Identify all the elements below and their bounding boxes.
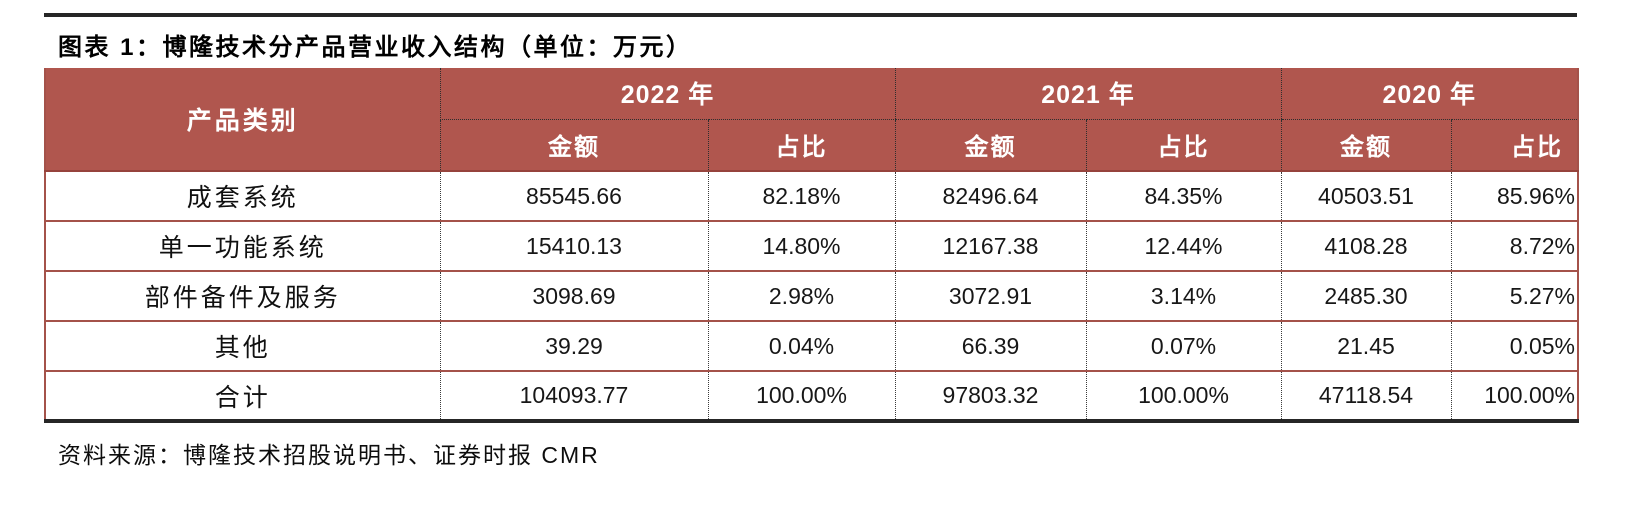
table-body: 成套系统 85545.66 82.18% 82496.64 84.35% 405… xyxy=(45,171,1578,421)
share-2022-cell: 100.00% xyxy=(707,370,895,421)
share-2021-cell: 100.00% xyxy=(1085,370,1281,421)
share-2020-cell: 8.72% xyxy=(1450,220,1578,271)
share-2020-cell: 0.05% xyxy=(1450,320,1578,371)
category-cell: 单一功能系统 xyxy=(45,220,440,271)
amount-2020-cell: 47118.54 xyxy=(1280,370,1451,421)
year-header-row: 产品类别 2022 年 2021 年 2020 年 xyxy=(45,68,1578,172)
category-cell: 其他 xyxy=(45,320,440,371)
amount-2021-cell: 66.39 xyxy=(894,320,1086,371)
year-header-2022: 2022 年 xyxy=(439,68,895,120)
table-row-single-function-systems: 单一功能系统 15410.13 14.80% 12167.38 12.44% 4… xyxy=(45,220,1578,271)
amount-2022-cell: 39.29 xyxy=(439,320,708,371)
category-cell: 合计 xyxy=(45,370,440,421)
share-2021-cell: 0.07% xyxy=(1085,320,1281,371)
share-2022-cell: 0.04% xyxy=(707,320,895,371)
share-2021-cell: 3.14% xyxy=(1085,270,1281,321)
share-2020-cell: 85.96% xyxy=(1450,171,1578,221)
table-row-parts-and-services: 部件备件及服务 3098.69 2.98% 3072.91 3.14% 2485… xyxy=(45,270,1578,321)
revenue-structure-table: 产品类别 2022 年 2021 年 2020 年 金额 占比 金额 占比 金额… xyxy=(44,68,1579,423)
category-cell: 成套系统 xyxy=(45,171,440,221)
amount-2020-cell: 2485.30 xyxy=(1280,270,1451,321)
category-column-header: 产品类别 xyxy=(45,68,440,172)
year-header-2021: 2021 年 xyxy=(894,68,1281,120)
amount-2022-cell: 15410.13 xyxy=(439,220,708,271)
share-header-2020: 占比 xyxy=(1450,119,1578,172)
source-note: 资料来源：博隆技术招股说明书、证券时报 CMR xyxy=(58,442,600,468)
amount-header-2020: 金额 xyxy=(1280,119,1451,172)
amount-header-2022: 金额 xyxy=(439,119,708,172)
share-header-2021: 占比 xyxy=(1085,119,1281,172)
amount-2021-cell: 3072.91 xyxy=(894,270,1086,321)
share-2022-cell: 82.18% xyxy=(707,171,895,221)
share-2020-cell: 100.00% xyxy=(1450,370,1578,421)
amount-2021-cell: 82496.64 xyxy=(894,171,1086,221)
table-row-other: 其他 39.29 0.04% 66.39 0.07% 21.45 0.05% xyxy=(45,320,1578,371)
share-2022-cell: 14.80% xyxy=(707,220,895,271)
table-header: 产品类别 2022 年 2021 年 2020 年 金额 占比 金额 占比 金额… xyxy=(45,68,1578,172)
category-cell: 部件备件及服务 xyxy=(45,270,440,321)
amount-2020-cell: 4108.28 xyxy=(1280,220,1451,271)
amount-2022-cell: 3098.69 xyxy=(439,270,708,321)
amount-header-2021: 金额 xyxy=(894,119,1086,172)
share-2021-cell: 12.44% xyxy=(1085,220,1281,271)
table-row-total: 合计 104093.77 100.00% 97803.32 100.00% 47… xyxy=(45,370,1578,421)
amount-2020-cell: 21.45 xyxy=(1280,320,1451,371)
amount-2021-cell: 12167.38 xyxy=(894,220,1086,271)
amount-2022-cell: 104093.77 xyxy=(439,370,708,421)
amount-2021-cell: 97803.32 xyxy=(894,370,1086,421)
year-header-2020: 2020 年 xyxy=(1280,68,1578,120)
share-2020-cell: 5.27% xyxy=(1450,270,1578,321)
share-header-2022: 占比 xyxy=(707,119,895,172)
table-row-complete-systems: 成套系统 85545.66 82.18% 82496.64 84.35% 405… xyxy=(45,171,1578,221)
share-2021-cell: 84.35% xyxy=(1085,171,1281,221)
subheader-row: 金额 占比 金额 占比 金额 占比 xyxy=(45,119,1578,172)
share-2022-cell: 2.98% xyxy=(707,270,895,321)
amount-2020-cell: 40503.51 xyxy=(1280,171,1451,221)
figure-title: 图表 1：博隆技术分产品营业收入结构（单位：万元） xyxy=(58,34,693,61)
title-top-rule xyxy=(44,13,1577,17)
amount-2022-cell: 85545.66 xyxy=(439,171,708,221)
